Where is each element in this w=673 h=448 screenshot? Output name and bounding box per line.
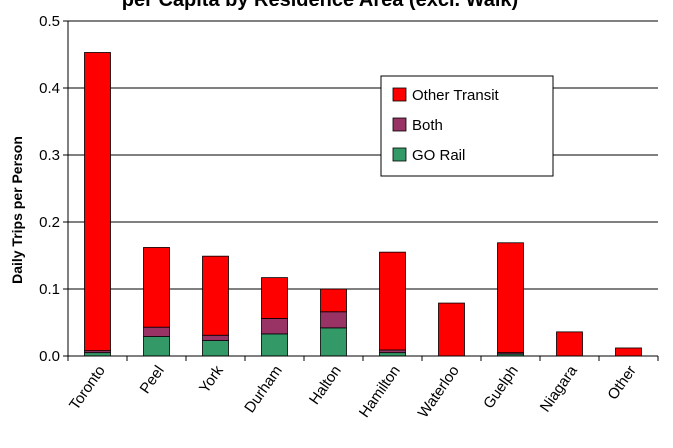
y-tick-label: 0.2 (39, 214, 60, 231)
bar-other-transit (84, 52, 111, 352)
y-tick-label: 0.4 (39, 80, 60, 97)
y-tick-label: 0.1 (39, 281, 60, 298)
bar-both (202, 334, 229, 341)
bar-other-transit (202, 255, 229, 336)
x-tick-label: Waterloo (415, 363, 463, 421)
x-tick-label: Other (604, 363, 639, 403)
legend: Other Transit Both GO Rail (380, 75, 554, 177)
legend-box (380, 75, 554, 177)
y-tick-label: 0.0 (39, 348, 60, 365)
x-tick-label: Toronto (66, 363, 109, 414)
bar-other-transit (143, 247, 170, 328)
x-tick-label: York (196, 362, 227, 396)
y-tick-label: 0.3 (39, 147, 60, 164)
y-tick-label: 0.5 (39, 13, 60, 30)
legend-label: Both (412, 117, 443, 134)
chart-title: per Capita by Residence Area (excl. Walk… (122, 0, 518, 11)
bar-go-rail (261, 333, 288, 357)
bar-go-rail (320, 327, 347, 357)
bar-other-transit (379, 251, 406, 351)
x-tick-label: Durham (241, 363, 286, 416)
bar-go-rail (84, 352, 111, 357)
bar-go-rail (379, 352, 406, 357)
bar-other-transit (261, 277, 288, 319)
bar-go-rail (143, 336, 170, 357)
legend-label: GO Rail (412, 147, 465, 164)
axes (67, 21, 659, 361)
y-axis-title: Daily Trips per Person (9, 136, 25, 284)
y-tick-labels: 0.0 0.1 0.2 0.3 0.4 0.5 (39, 13, 60, 365)
bar-both (379, 349, 406, 354)
x-tick-label: Guelph (480, 363, 522, 412)
legend-swatch-other-transit (392, 87, 407, 102)
x-tick-labels: Toronto Peel York Durham Halton Hamilton Water… (66, 362, 640, 421)
x-tick-label: Niagara (537, 362, 581, 415)
bar-other-transit (497, 242, 524, 354)
bar-both (261, 318, 288, 335)
bar-both (320, 311, 347, 329)
bar-both (143, 326, 170, 337)
bar-other-transit (320, 288, 347, 313)
legend-swatch-both (392, 117, 407, 132)
bar-go-rail (202, 340, 229, 357)
x-tick-label: Halton (306, 363, 345, 408)
bar-other-transit (615, 347, 642, 357)
bar-other-transit (556, 331, 583, 357)
bar-other-transit (438, 302, 465, 357)
legend-swatch-go-rail (392, 147, 407, 162)
bars (84, 52, 642, 357)
legend-label: Other Transit (412, 87, 500, 104)
x-tick-label: Peel (137, 363, 168, 397)
x-tick-label: Hamilton (356, 363, 404, 421)
